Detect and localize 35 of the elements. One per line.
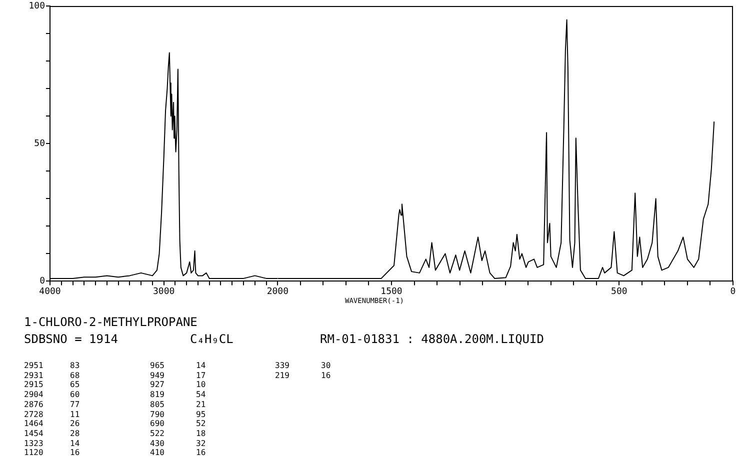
text: C₄H₉CL — [190, 332, 234, 346]
x-tick-label: 0 — [730, 286, 736, 297]
y-tick-label: 100 — [28, 1, 45, 12]
text: 1-CHLORO-2-METHYLPROPANE — [24, 315, 198, 329]
text: 2915 65 — [24, 380, 80, 390]
text: 690 52 — [150, 419, 206, 428]
x-tick-label: 500 — [611, 286, 628, 297]
text: 219 16 — [275, 370, 331, 380]
text: 819 54 — [150, 390, 206, 400]
text: 1120 16 — [24, 448, 80, 457]
text: 410 16 — [150, 448, 206, 457]
text: 790 95 — [150, 410, 206, 418]
x-tick-label: 4000 — [39, 286, 61, 297]
text: 2931 68 — [24, 370, 80, 380]
text: RM-01-01831 : 4880A.200M.LIQUID — [320, 332, 544, 346]
text: 1464 26 — [24, 419, 80, 428]
text: SDBSNO = 1914 — [24, 332, 118, 346]
text: 949 17 — [150, 370, 206, 380]
text: 965 14 — [150, 361, 206, 370]
x-tick-label: 1500 — [380, 286, 402, 297]
text: 430 32 — [150, 438, 206, 448]
text: 2728 11 — [24, 410, 80, 418]
text: 1454 28 — [24, 428, 80, 438]
text: 2951 83 — [24, 361, 80, 370]
text: 927 10 — [150, 380, 206, 390]
x-tick-label: 3000 — [152, 286, 175, 297]
x-tick-label: 2000 — [266, 286, 289, 297]
y-tick-label: 50 — [34, 138, 45, 149]
text: 339 30 — [275, 361, 331, 370]
text: 2904 60 — [24, 390, 80, 400]
text: 2876 77 — [24, 400, 80, 409]
text: 805 21 — [150, 400, 206, 409]
y-tick-label: 0 — [40, 276, 45, 287]
text: 1323 14 — [24, 438, 80, 448]
text: 522 18 — [150, 428, 206, 438]
